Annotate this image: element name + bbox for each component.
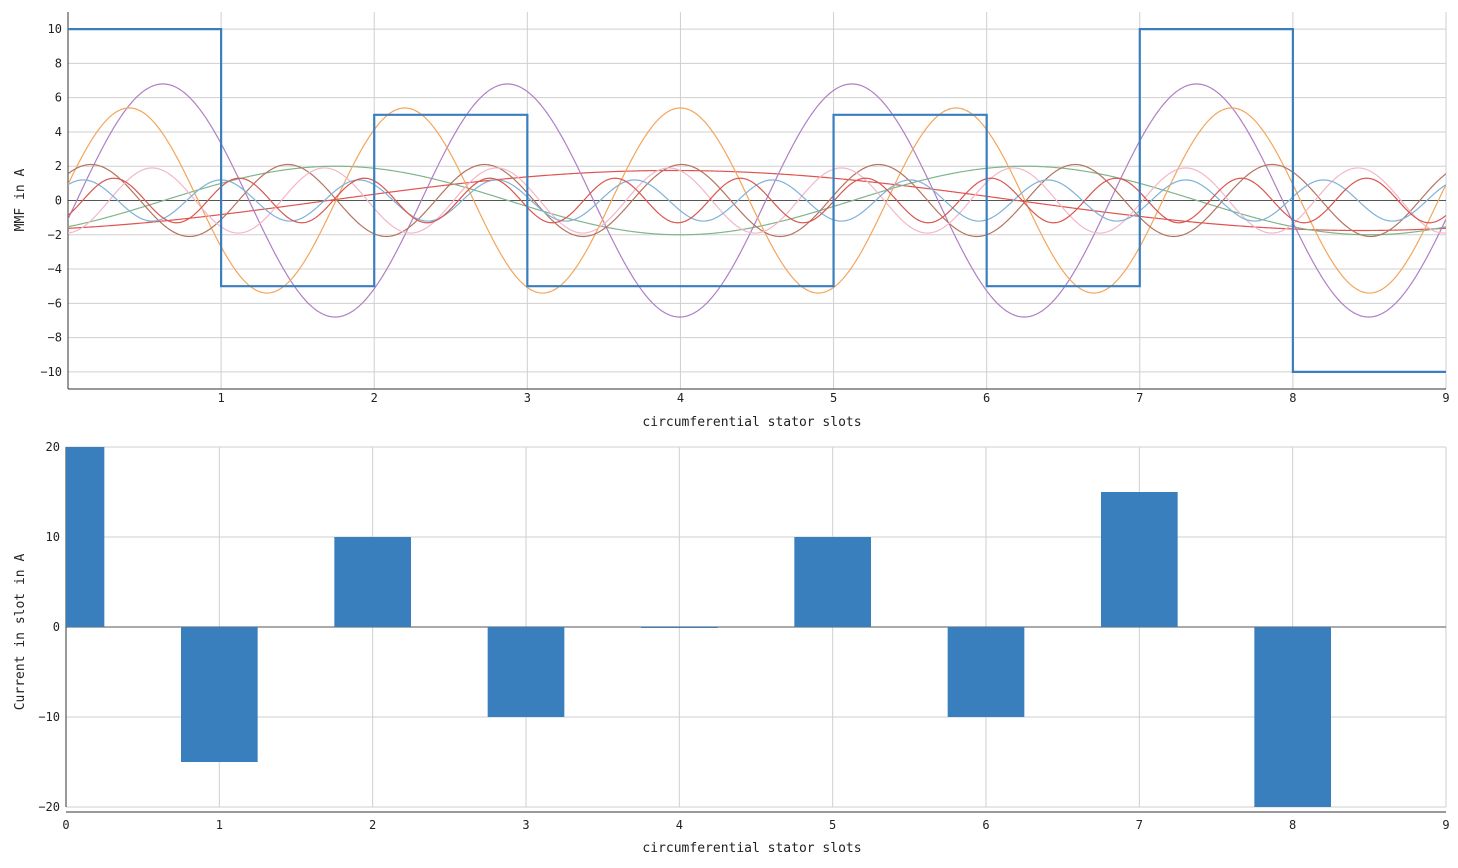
mmf-harmonic-series-4 xyxy=(68,83,1446,318)
current-x-tick-label: 1 xyxy=(216,818,223,832)
current-x-tick-label: 7 xyxy=(1136,818,1143,832)
current-y-tick-label: 0 xyxy=(53,620,60,634)
mmf-x-tick-label: 7 xyxy=(1136,391,1143,405)
mmf-harmonic-series-11 xyxy=(68,177,1446,224)
current-x-tick-label: 9 xyxy=(1442,818,1449,832)
mmf-harmonic-series-10 xyxy=(68,179,1446,222)
mmf-x-tick-label: 1 xyxy=(217,391,224,405)
mmf-y-tick-label: 2 xyxy=(55,159,62,173)
current-bar xyxy=(334,537,411,627)
current-y-tick-label: −10 xyxy=(38,710,60,724)
mmf-x-tick-label: 2 xyxy=(371,391,378,405)
mmf-step-series xyxy=(68,28,1446,373)
current-bar xyxy=(641,627,718,628)
mmf-y-tick-label: 8 xyxy=(55,56,62,70)
current-bar xyxy=(181,627,258,762)
current-x-tick-label: 8 xyxy=(1289,818,1296,832)
current-x-tick-label: 5 xyxy=(829,818,836,832)
mmf-harmonic-series-8 xyxy=(68,167,1446,234)
mmf-y-tick-label: 0 xyxy=(55,194,62,208)
current-x-tick-label: 4 xyxy=(676,818,683,832)
mmf-y-tick-label: −10 xyxy=(40,365,62,379)
current-x-tick-label: 6 xyxy=(982,818,989,832)
current-bar xyxy=(66,447,105,627)
slot-current-chart: 0 1 2 3 4 5 6 7 8 9 −20 −10 0 10 20 xyxy=(38,440,1449,832)
mmf-harmonic-series-7 xyxy=(68,163,1446,238)
mmf-x-tick-label: 8 xyxy=(1289,391,1296,405)
mmf-harmonic-series-1 xyxy=(68,169,1446,232)
mmf-y-tick-label: −2 xyxy=(48,228,62,242)
current-x-tick-label: 0 xyxy=(62,818,69,832)
current-bar xyxy=(1101,492,1178,627)
mmf-y-tick-label: −6 xyxy=(48,296,62,310)
mmf-harmonic-series-5 xyxy=(68,107,1446,294)
mmf-x-tick-label: 4 xyxy=(677,391,684,405)
current-y-tick-label: 20 xyxy=(46,440,60,454)
current-y-tick-label: 10 xyxy=(46,530,60,544)
mmf-x-tick-label: 5 xyxy=(830,391,837,405)
current-bar xyxy=(947,627,1025,717)
current-bar xyxy=(487,627,565,717)
current-y-tick-label: −20 xyxy=(38,800,60,814)
mmf-y-tick-label: −4 xyxy=(48,262,62,276)
mmf-y-tick-label: −8 xyxy=(48,331,62,345)
current-x-tick-label: 2 xyxy=(369,818,376,832)
mmf-plot-area xyxy=(68,28,1446,373)
mmf-x-tick-label: 9 xyxy=(1442,391,1449,405)
current-chart-xlabel: circumferential stator slots xyxy=(642,841,861,856)
current-x-tick-label: 3 xyxy=(522,818,529,832)
mmf-y-tick-label: 10 xyxy=(48,22,62,36)
mmf-x-tick-label: 3 xyxy=(524,391,531,405)
mmf-chart-ylabel: MMF in A xyxy=(13,169,28,232)
mmf-y-tick-label: 6 xyxy=(55,91,62,105)
mmf-chart-xlabel: circumferential stator slots xyxy=(642,415,861,430)
mmf-x-tick-label: 6 xyxy=(983,391,990,405)
current-bar xyxy=(1254,627,1331,807)
mmf-chart: 1 2 3 4 5 6 7 8 9 −10 −8 −6 −4 −2 0 2 4 6 8 10 xyxy=(40,12,1450,405)
current-chart-ylabel: Current in slot in A xyxy=(13,554,28,711)
mmf-y-tick-label: 4 xyxy=(55,125,62,139)
current-bar xyxy=(794,537,871,627)
